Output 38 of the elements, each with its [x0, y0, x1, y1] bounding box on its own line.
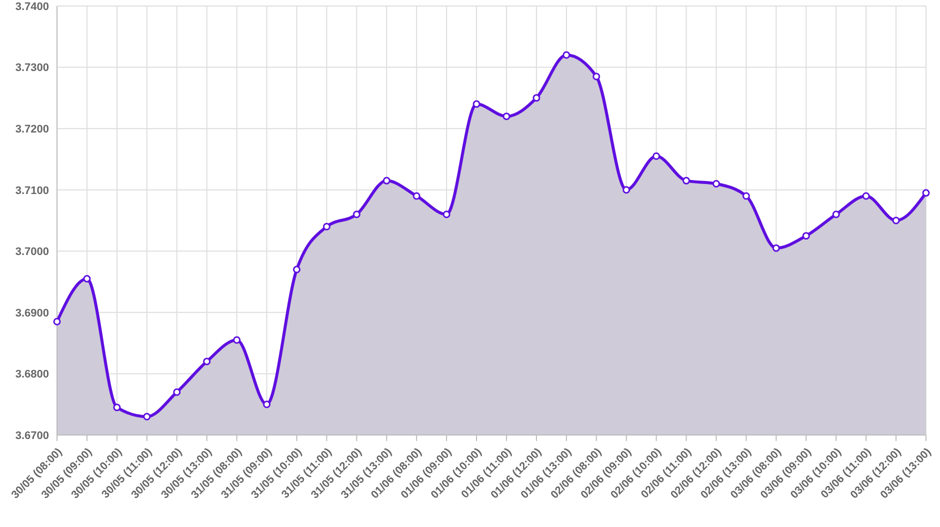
point: [143, 412, 151, 420]
point: [292, 266, 300, 274]
point: [442, 210, 450, 218]
point: [802, 232, 810, 240]
point: [652, 152, 660, 160]
point: [772, 244, 780, 252]
y-tick-label: 3.7400: [15, 0, 49, 13]
y-tick-label: 3.6900: [15, 307, 49, 320]
point: [233, 336, 241, 344]
point: [862, 192, 870, 200]
y-tick-label: 3.7100: [15, 184, 49, 197]
y-tick-label: 3.6800: [15, 368, 49, 381]
point: [592, 72, 600, 80]
point: [832, 210, 840, 218]
point: [322, 222, 330, 230]
point: [502, 112, 510, 120]
y-tick-label: 3.7200: [15, 123, 49, 136]
point: [352, 210, 360, 218]
point: [382, 176, 390, 184]
y-tick-label: 3.7000: [15, 246, 49, 258]
point: [173, 388, 181, 396]
point: [712, 180, 720, 188]
point: [113, 404, 121, 412]
point: [622, 186, 630, 194]
point: [682, 176, 690, 184]
point: [532, 94, 540, 102]
point: [922, 189, 930, 197]
y-tick-label: 3.6700: [15, 430, 49, 442]
y-tick-label: 3.7300: [15, 62, 49, 74]
point: [472, 100, 480, 108]
point: [263, 400, 271, 408]
point: [742, 192, 750, 200]
point: [412, 192, 420, 200]
point: [892, 216, 900, 224]
point: [203, 358, 211, 366]
point: [562, 51, 570, 59]
point: [83, 274, 91, 282]
point: [53, 318, 61, 326]
